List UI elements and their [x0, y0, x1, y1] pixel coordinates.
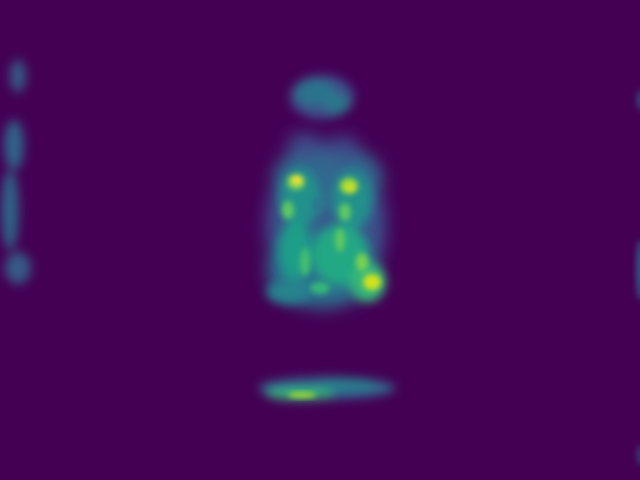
left-edge-streak — [1, 60, 31, 284]
bottom-horizontal-streak — [259, 377, 395, 400]
right-edge-streak — [636, 90, 640, 465]
top-head-blob — [290, 75, 354, 119]
central-owl-figure — [266, 133, 386, 308]
